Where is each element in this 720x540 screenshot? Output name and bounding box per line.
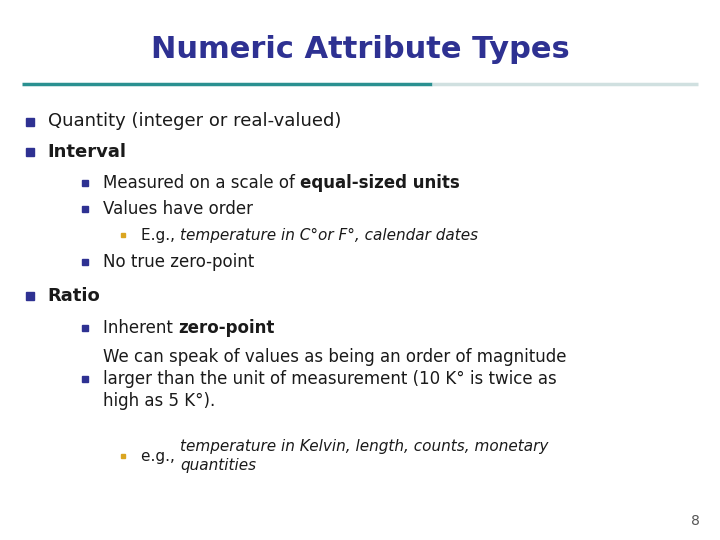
Text: Interval: Interval: [48, 143, 127, 161]
Text: temperature in Kelvin, length, counts, monetary
quantities: temperature in Kelvin, length, counts, m…: [180, 440, 548, 473]
Text: Quantity (integer or real-valued): Quantity (integer or real-valued): [48, 112, 341, 131]
Text: equal-sized units: equal-sized units: [300, 173, 460, 192]
Text: Measured on a scale of: Measured on a scale of: [103, 173, 300, 192]
Text: e.g.,: e.g.,: [141, 449, 180, 464]
Text: 8: 8: [691, 514, 700, 528]
Text: Inherent: Inherent: [103, 319, 178, 337]
Text: Values have order: Values have order: [103, 200, 253, 218]
Text: Numeric Attribute Types: Numeric Attribute Types: [150, 35, 570, 64]
Text: We can speak of values as being an order of magnitude
larger than the unit of me: We can speak of values as being an order…: [103, 348, 567, 410]
Text: temperature in C°or F°, calendar dates: temperature in C°or F°, calendar dates: [180, 228, 478, 243]
Text: zero-point: zero-point: [178, 319, 274, 337]
Text: No true zero-point: No true zero-point: [103, 253, 254, 271]
Text: Ratio: Ratio: [48, 287, 100, 305]
Text: E.g.,: E.g.,: [141, 228, 180, 243]
